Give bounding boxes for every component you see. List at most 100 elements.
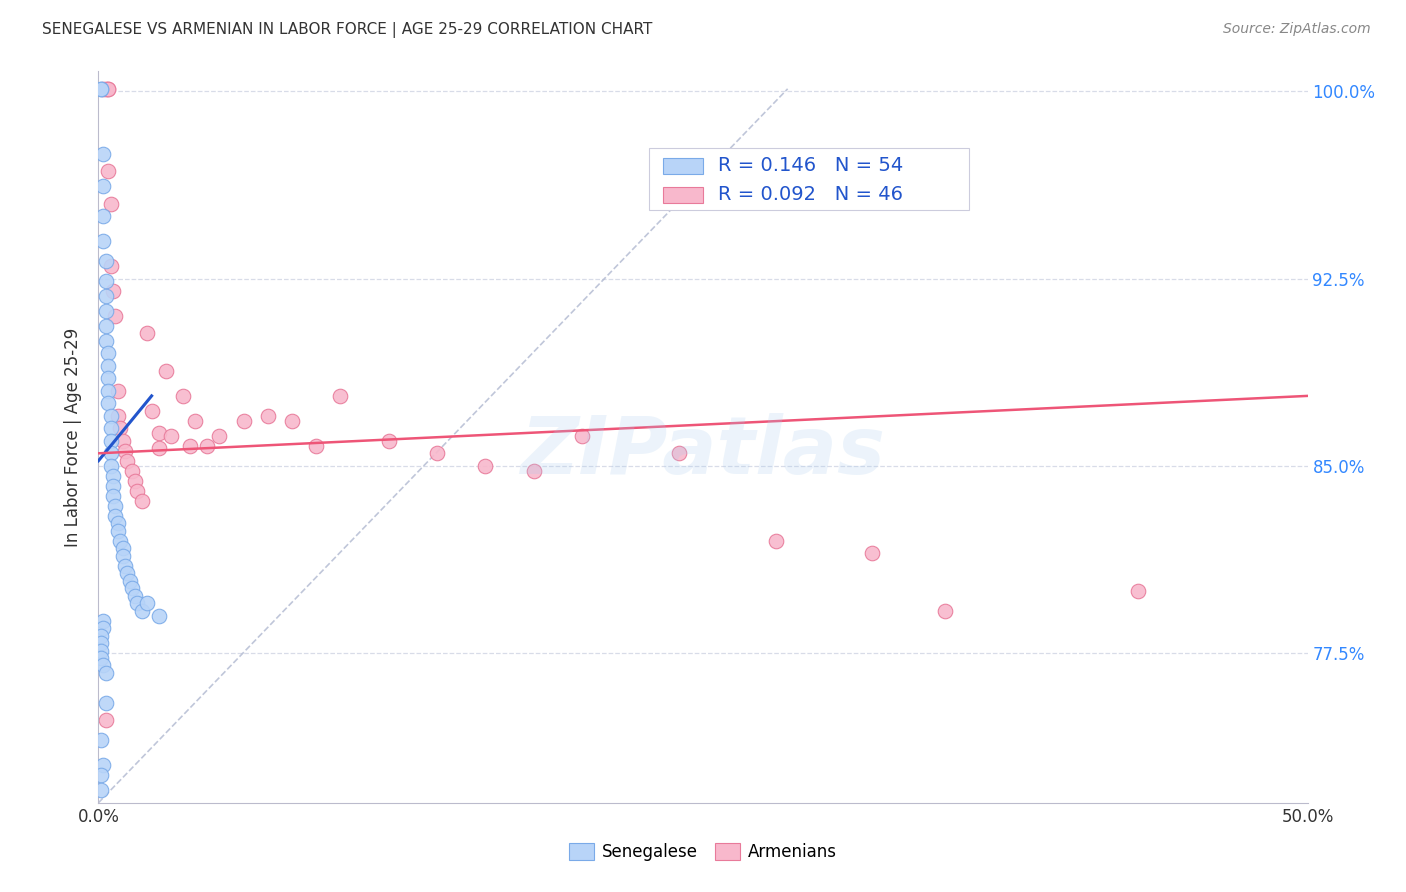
Point [94,289,117,303]
Point [668,446,690,460]
Point [97,346,120,360]
Point [100,458,122,473]
Point [426,446,449,460]
Point [474,458,496,473]
Point [90,628,112,642]
Point [135,326,157,341]
Point [135,596,157,610]
Point [1128,583,1150,598]
Point [100,259,122,273]
Point [91,614,114,628]
Point [107,524,129,538]
Point [90,733,112,747]
Point [101,284,124,298]
Point [90,636,112,650]
Point [91,82,114,96]
Point [118,574,141,588]
Point [148,426,170,441]
Point [94,665,117,680]
FancyBboxPatch shape [648,148,969,211]
Point [117,454,139,468]
Point [101,489,124,503]
Point [107,409,129,423]
Point [91,146,114,161]
Point [91,758,114,772]
Point [97,82,120,96]
Point [232,414,254,428]
Point [97,82,120,96]
Point [94,714,117,728]
Point [765,533,787,548]
Point [121,464,143,478]
Point [114,443,136,458]
Point [104,309,127,323]
Point [91,234,114,248]
Point [100,434,122,448]
Point [94,254,117,268]
Point [100,421,122,435]
Text: Source: ZipAtlas.com: Source: ZipAtlas.com [1223,22,1371,37]
Point [172,389,194,403]
Point [127,483,149,498]
FancyBboxPatch shape [664,158,703,174]
Point [281,414,304,428]
Point [256,409,278,423]
Point [90,643,112,657]
Point [104,508,127,523]
Point [111,434,134,448]
Point [124,589,146,603]
Point [111,541,134,556]
Point [100,409,122,423]
Point [90,82,112,96]
Point [90,82,112,96]
Point [377,434,399,448]
Point [97,164,120,178]
Point [91,209,114,223]
Point [141,404,163,418]
Point [107,384,129,398]
Point [94,334,117,348]
Point [100,446,122,460]
Point [104,499,127,513]
Point [114,558,136,573]
Point [108,421,131,435]
Point [127,596,149,610]
Point [91,179,114,194]
Point [160,429,183,443]
Point [121,581,143,595]
Point [94,318,117,333]
Point [111,549,134,563]
Point [148,608,170,623]
Point [94,274,117,288]
Point [131,604,153,618]
Point [523,464,546,478]
Point [90,783,112,797]
Point [124,474,146,488]
Point [117,566,139,581]
Point [108,533,131,548]
Point [131,493,153,508]
Y-axis label: In Labor Force | Age 25-29: In Labor Force | Age 25-29 [65,327,83,547]
Point [91,621,114,635]
Point [101,468,124,483]
Text: SENEGALESE VS ARMENIAN IN LABOR FORCE | AGE 25-29 CORRELATION CHART: SENEGALESE VS ARMENIAN IN LABOR FORCE | … [42,22,652,38]
FancyBboxPatch shape [664,186,703,202]
Point [155,364,177,378]
Point [101,479,124,493]
Legend: Senegalese, Armenians: Senegalese, Armenians [562,836,844,868]
Point [195,439,218,453]
Point [179,439,201,453]
Point [571,429,593,443]
Text: R = 0.092   N = 46: R = 0.092 N = 46 [717,186,903,204]
Point [860,546,883,560]
Point [184,414,207,428]
Text: R = 0.146   N = 54: R = 0.146 N = 54 [717,156,903,175]
Point [90,651,112,665]
Point [97,384,120,398]
Point [94,304,117,318]
Point [97,371,120,385]
Point [100,196,122,211]
Point [329,389,352,403]
Point [97,359,120,373]
Point [148,442,170,456]
